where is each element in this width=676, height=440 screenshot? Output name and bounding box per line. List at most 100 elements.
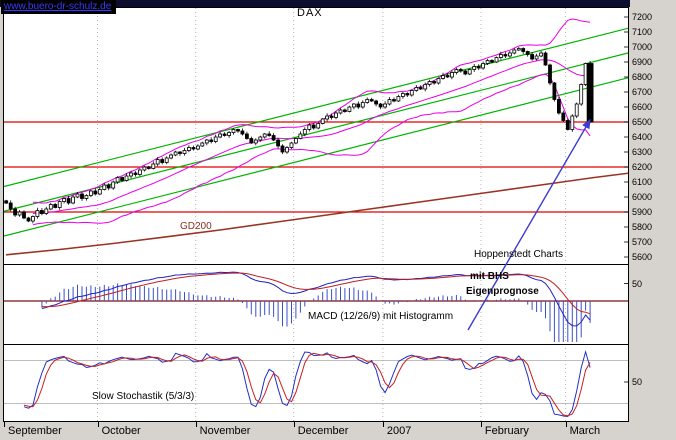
candle-body xyxy=(57,201,62,208)
candle-body xyxy=(71,196,75,204)
y-axis-label: 5700 xyxy=(632,237,653,247)
candle-body xyxy=(106,184,111,189)
x-axis-tick xyxy=(565,422,567,427)
candle-body xyxy=(142,166,147,171)
candle-body xyxy=(169,154,174,159)
x-axis-label: March xyxy=(569,425,601,437)
website-link[interactable]: www.buero-dr-schulz.de xyxy=(1,0,117,14)
y-axis-label: 6100 xyxy=(632,177,653,187)
candle-body xyxy=(539,52,543,57)
gd200-line xyxy=(5,172,628,256)
macd-signal-line xyxy=(41,272,591,315)
chart-title: DAX xyxy=(297,7,323,19)
candle-body xyxy=(191,147,196,150)
candle-body xyxy=(276,139,281,147)
candle-body xyxy=(204,139,209,144)
y-axis-label: 5800 xyxy=(632,222,653,232)
candle-body xyxy=(342,109,347,112)
candle-body xyxy=(316,123,321,129)
candle-body xyxy=(329,115,334,118)
candle-body xyxy=(129,172,133,177)
bollinger-bands xyxy=(32,18,591,226)
macd-panel-label: MACD (12/26/9) mit Histogramm xyxy=(308,311,454,322)
candle-body xyxy=(146,166,151,169)
candle-body xyxy=(414,87,419,91)
candle-body xyxy=(512,49,517,54)
x-axis-label: November xyxy=(199,425,251,437)
candle-body xyxy=(218,133,223,138)
candle-body xyxy=(236,129,240,132)
candle-body xyxy=(507,52,512,57)
candle-body xyxy=(80,193,84,199)
candle-body xyxy=(26,217,31,222)
month-gridlines xyxy=(97,8,567,421)
candle-body xyxy=(396,96,401,102)
bollinger-middle xyxy=(32,59,591,214)
candle-body xyxy=(111,181,116,189)
candle-body xyxy=(351,103,356,108)
candle-body xyxy=(548,64,552,84)
candle-body xyxy=(423,84,428,90)
candle-body xyxy=(240,130,245,135)
candle-body xyxy=(503,54,508,57)
candle-body xyxy=(258,136,263,141)
y-axis-label: 6600 xyxy=(632,102,653,112)
candle-body xyxy=(583,63,588,85)
candle-body xyxy=(213,136,218,142)
top-bar xyxy=(0,0,630,7)
candle-body xyxy=(436,78,441,84)
candle-body xyxy=(17,211,22,216)
candle-body xyxy=(249,138,254,144)
candle-body xyxy=(120,177,124,181)
candle-body xyxy=(552,82,557,100)
y-axis-label: 6700 xyxy=(632,87,653,97)
candle-body xyxy=(427,81,432,85)
candle-body xyxy=(360,102,365,108)
x-axis-tick xyxy=(4,422,5,427)
candle-body xyxy=(293,138,298,144)
candle-body xyxy=(387,99,392,105)
candle-body xyxy=(182,150,187,154)
x-axis-tick xyxy=(195,422,197,427)
candle-body xyxy=(311,124,316,129)
candle-body xyxy=(543,52,548,66)
forecast-arrow xyxy=(467,118,591,331)
y-axis-label: 6400 xyxy=(632,132,653,142)
chart-svg xyxy=(4,8,628,421)
candle-body xyxy=(155,159,160,165)
bollinger-lower xyxy=(32,73,591,226)
y-axis-label: 6200 xyxy=(632,162,653,172)
candle-body xyxy=(13,208,18,216)
support-resistance-lines xyxy=(4,121,628,213)
candle-body xyxy=(441,75,445,79)
candle-body xyxy=(454,69,459,73)
candle-body xyxy=(244,133,249,139)
candle-body xyxy=(267,133,272,136)
candle-body xyxy=(66,198,71,204)
candle-body xyxy=(570,115,575,130)
candle-body xyxy=(195,145,200,150)
candle-body xyxy=(53,204,58,208)
candles-layer xyxy=(4,47,594,224)
candle-body xyxy=(472,66,477,70)
candle-body xyxy=(521,48,526,52)
candle-body xyxy=(490,60,494,63)
candle-body xyxy=(209,139,214,142)
macd-axis-label: 50 xyxy=(632,278,643,289)
stoch-axis-label: 50 xyxy=(632,377,643,387)
candle-body xyxy=(4,200,9,204)
eigenprognose-label: Eigenprognose xyxy=(466,286,539,297)
y-axis-label: 5600 xyxy=(632,252,653,262)
candle-body xyxy=(133,172,138,175)
candle-body xyxy=(8,202,13,210)
plot-area xyxy=(3,7,629,422)
x-axis-label: February xyxy=(484,425,529,437)
candle-body xyxy=(449,72,454,78)
candle-body xyxy=(164,157,169,163)
candle-body xyxy=(227,132,232,136)
candle-body xyxy=(200,142,205,147)
stoch-d-line xyxy=(23,352,591,417)
stochastic-panel-label: Slow Stochastik (5/3/3) xyxy=(92,391,195,402)
candle-body xyxy=(463,70,468,75)
x-axis-tick xyxy=(382,422,384,427)
